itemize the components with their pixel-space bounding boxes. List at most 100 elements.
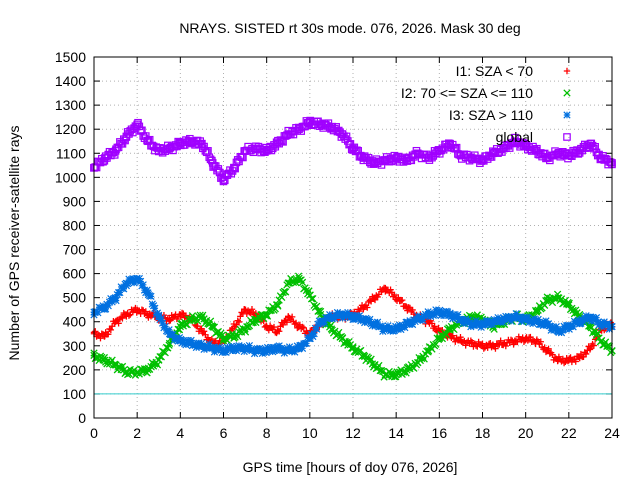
- series-3-trend-marker: [288, 347, 296, 355]
- series-3-trend-marker: [351, 311, 360, 320]
- series-4-point: [446, 139, 454, 148]
- series-3-trend-marker: [494, 313, 502, 322]
- series-4-point: [349, 144, 357, 153]
- y-tick-label: 300: [63, 338, 87, 354]
- x-axis-label: GPS time [hours of doy 076, 2026]: [243, 459, 458, 475]
- legend-marker-3: [563, 111, 571, 119]
- series-3-trend-marker: [497, 317, 505, 326]
- legend-label-1: I1: SZA < 70: [456, 63, 534, 79]
- series-3-trend-marker: [401, 323, 409, 332]
- series-3-trend-marker: [331, 314, 339, 323]
- series-3-trend-marker: [143, 286, 151, 294]
- series-3-trend-marker: [582, 312, 590, 320]
- series-3-point: [597, 320, 605, 328]
- series-group: [90, 116, 616, 381]
- series-3-point: [111, 294, 120, 302]
- series-3-point: [586, 313, 595, 321]
- series-3: [90, 274, 616, 358]
- series-3-trend-marker: [551, 326, 559, 334]
- series-4-point: [392, 154, 400, 162]
- series-2-point: [327, 325, 336, 333]
- y-tick-label: 1500: [55, 49, 86, 65]
- series-1-trend-marker: [475, 338, 482, 346]
- series-4-point: [154, 147, 163, 155]
- series-1-point: [522, 335, 529, 342]
- series-2-trend-marker: [432, 340, 440, 348]
- series-1-trend-marker: [117, 314, 125, 321]
- y-tick-label: 0: [78, 410, 86, 426]
- series-1-trend-marker: [370, 295, 377, 303]
- series-4-point: [467, 154, 476, 162]
- series-3-point: [403, 320, 411, 328]
- series-4-trend-marker: [213, 166, 221, 175]
- series-4-trend-marker: [546, 156, 554, 165]
- series-3-point: [489, 318, 497, 326]
- series-3-trend-marker: [279, 346, 287, 354]
- series-4-trend-marker: [232, 158, 241, 167]
- series-3-trend-marker: [298, 344, 307, 352]
- series-3-point: [424, 310, 433, 319]
- series-3-point: [381, 325, 389, 333]
- series-4-trend-marker: [342, 132, 351, 141]
- series-3-trend-marker: [366, 315, 374, 324]
- series-2-point: [263, 310, 271, 319]
- series-3-point: [133, 274, 141, 283]
- series-1-point: [457, 337, 465, 345]
- series-1-trend-marker: [497, 337, 504, 344]
- series-3-trend-marker: [481, 321, 489, 329]
- series-1-trend-marker: [590, 342, 598, 349]
- x-tick-label: 18: [475, 425, 491, 441]
- series-4-trend-marker: [434, 146, 443, 154]
- series-4-point: [122, 132, 131, 141]
- series-3-trend-marker: [465, 319, 474, 327]
- series-3-trend-marker: [539, 321, 547, 330]
- series-1-point: [490, 342, 497, 349]
- series-4-trend-marker: [135, 122, 144, 131]
- series-3-trend-marker: [250, 349, 259, 358]
- series-3-trend-marker: [200, 345, 208, 354]
- series-4-trend-marker: [505, 144, 514, 152]
- series-2-point: [597, 337, 605, 345]
- series-3-trend-marker: [108, 298, 116, 306]
- series-4-point: [511, 137, 519, 146]
- series-4-point: [554, 149, 562, 158]
- series-4-point: [489, 149, 498, 158]
- series-1-trend-marker: [279, 321, 287, 329]
- series-1-trend-marker: [238, 309, 245, 316]
- series-3-point: [511, 313, 519, 321]
- series-3-trend-marker: [471, 321, 479, 329]
- series-1-point: [133, 306, 141, 313]
- series-3-trend-marker: [130, 279, 138, 287]
- series-4-point: [111, 147, 120, 155]
- series-4-point: [478, 156, 487, 165]
- series-3-trend-marker: [285, 343, 294, 351]
- x-tick-label: 16: [432, 425, 448, 441]
- series-3-trend-marker: [484, 317, 492, 325]
- series-3-trend-marker: [377, 323, 386, 331]
- series-2-point: [349, 344, 357, 352]
- series-3-trend-marker: [210, 348, 219, 356]
- series-4-point: [586, 139, 595, 148]
- series-3-trend-marker: [537, 321, 545, 329]
- series-3-trend-marker: [441, 311, 449, 319]
- series-2-point: [403, 366, 411, 374]
- series-4-trend-marker: [198, 144, 207, 153]
- series-2-trend-marker: [294, 272, 303, 280]
- y-tick-label: 1100: [56, 145, 86, 161]
- series-3-trend-marker: [205, 340, 213, 348]
- series-3-trend-marker: [257, 345, 265, 353]
- series-4-point: [144, 137, 152, 146]
- series-3-trend-marker: [561, 325, 570, 333]
- series-4-trend-marker: [110, 151, 119, 159]
- series-4-point: [230, 163, 239, 172]
- series-3-point: [360, 315, 368, 323]
- series-3-trend-marker: [373, 318, 382, 326]
- series-3-trend-marker: [313, 325, 321, 333]
- series-3-trend-marker: [291, 348, 299, 356]
- series-3-trend-marker: [462, 315, 470, 323]
- series-4-point: [241, 147, 249, 155]
- series-3-trend-marker: [419, 316, 427, 325]
- series-3-trend-marker: [525, 318, 533, 327]
- series-1-point: [576, 354, 583, 362]
- series-3-trend-marker: [258, 349, 266, 358]
